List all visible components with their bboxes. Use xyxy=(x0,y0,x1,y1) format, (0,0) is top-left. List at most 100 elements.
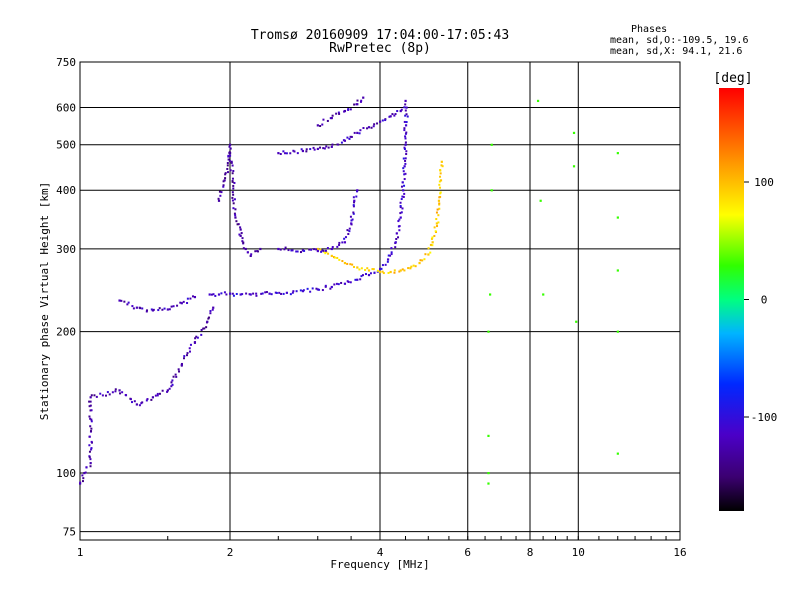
data-point xyxy=(419,259,422,262)
data-point xyxy=(88,444,91,447)
data-point xyxy=(360,275,363,278)
data-point xyxy=(161,389,164,392)
data-point xyxy=(349,135,352,138)
data-point xyxy=(217,293,221,296)
data-point xyxy=(194,337,197,340)
data-point xyxy=(90,418,93,421)
y-tick-label: 500 xyxy=(56,139,76,152)
data-point xyxy=(427,253,430,256)
data-point xyxy=(168,308,171,311)
data-point xyxy=(418,261,421,265)
data-point xyxy=(166,389,169,392)
data-point xyxy=(233,181,236,184)
data-point xyxy=(195,335,198,338)
data-point xyxy=(322,118,325,121)
data-point xyxy=(141,307,144,310)
data-point xyxy=(439,175,442,178)
data-point xyxy=(290,249,293,252)
data-point xyxy=(246,251,249,254)
data-point xyxy=(402,170,405,173)
data-point xyxy=(401,181,404,184)
data-point xyxy=(318,288,321,291)
data-point xyxy=(351,218,354,221)
data-point xyxy=(386,260,389,263)
data-point xyxy=(81,480,84,483)
data-point xyxy=(356,103,359,106)
data-point xyxy=(285,291,288,294)
data-point xyxy=(324,252,327,255)
data-point xyxy=(291,291,294,294)
data-point xyxy=(356,266,359,269)
data-point xyxy=(414,265,417,268)
phases-x-line: mean, sd,X: 94.1, 21.6 xyxy=(610,46,743,57)
data-point xyxy=(233,198,236,201)
data-point xyxy=(232,207,235,210)
data-point xyxy=(431,244,434,247)
data-point xyxy=(88,405,91,408)
data-point xyxy=(324,284,327,287)
data-point xyxy=(283,248,286,251)
data-point xyxy=(319,146,322,149)
data-point xyxy=(224,173,227,176)
data-point xyxy=(166,390,169,393)
data-point xyxy=(371,268,374,271)
data-point xyxy=(311,287,314,290)
data-point xyxy=(386,258,390,261)
data-point xyxy=(126,303,129,306)
data-point xyxy=(218,190,221,193)
data-point xyxy=(327,252,330,255)
data-point xyxy=(330,145,333,148)
data-point xyxy=(189,343,192,346)
phases-header: Phases xyxy=(631,24,668,35)
data-point xyxy=(389,115,392,118)
data-point xyxy=(90,394,93,397)
data-point xyxy=(171,383,174,386)
data-point xyxy=(223,179,226,182)
data-point xyxy=(401,268,404,271)
data-point xyxy=(222,184,225,187)
data-point xyxy=(235,220,238,223)
data-point xyxy=(232,170,235,173)
data-point xyxy=(166,308,169,311)
data-point xyxy=(440,164,443,167)
data-point xyxy=(316,124,319,127)
data-point xyxy=(231,164,234,167)
data-point xyxy=(325,251,328,254)
data-point xyxy=(212,306,215,309)
data-point xyxy=(131,401,134,404)
data-point xyxy=(397,236,400,239)
data-point xyxy=(261,292,264,295)
data-point xyxy=(89,458,92,461)
data-point xyxy=(229,292,232,295)
data-point xyxy=(222,185,225,188)
data-point xyxy=(319,125,322,128)
data-point xyxy=(90,440,93,443)
data-point xyxy=(209,312,212,315)
data-point xyxy=(229,143,232,146)
x-axis-label: Frequency [MHz] xyxy=(330,558,429,571)
data-point xyxy=(389,254,392,257)
data-point xyxy=(330,254,333,258)
data-point xyxy=(172,305,175,308)
data-point xyxy=(90,448,93,451)
data-point xyxy=(295,250,298,253)
data-point xyxy=(296,152,299,155)
data-point xyxy=(487,482,490,485)
data-point xyxy=(391,113,394,116)
data-point xyxy=(230,160,233,163)
data-point xyxy=(403,129,406,132)
data-point xyxy=(227,158,230,161)
data-point xyxy=(220,191,223,194)
data-point xyxy=(352,196,355,199)
x-tick-label: 10 xyxy=(572,546,585,559)
data-point xyxy=(333,283,336,286)
data-point xyxy=(403,148,406,151)
data-point xyxy=(156,392,159,395)
data-point xyxy=(119,392,122,395)
x-tick-label: 8 xyxy=(527,546,534,559)
data-point xyxy=(177,368,180,371)
y-tick-label: 100 xyxy=(56,467,76,480)
data-point xyxy=(343,139,347,142)
data-point xyxy=(252,292,255,295)
data-point xyxy=(182,357,185,360)
